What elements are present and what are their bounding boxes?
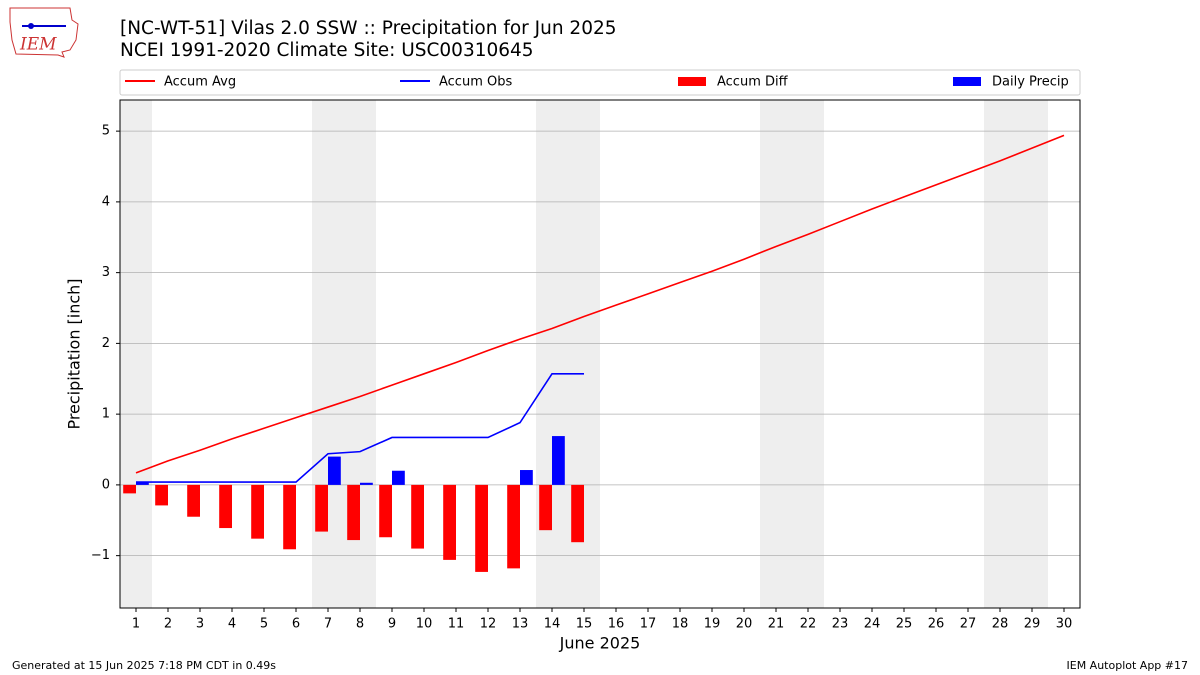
- x-tick-label: 26: [928, 617, 945, 632]
- y-tick-label: 5: [102, 124, 110, 139]
- bar: [507, 484, 520, 569]
- logo-text: IEM: [19, 35, 57, 55]
- x-tick-label: 25: [896, 617, 913, 632]
- bar: [315, 484, 328, 532]
- x-tick-label: 19: [704, 617, 721, 632]
- plot-frame: [119, 99, 1081, 609]
- x-tick-label: 12: [480, 617, 497, 632]
- line: [136, 373, 584, 483]
- chart-subtitle: NCEI 1991-2020 Climate Site: USC00310645: [120, 40, 534, 61]
- bar: [571, 484, 584, 543]
- bar: [552, 436, 565, 485]
- bar: [283, 484, 296, 550]
- x-tick-label: 27: [960, 617, 977, 632]
- x-tick-label: 24: [864, 617, 881, 632]
- x-tick-label: 30: [1056, 617, 1073, 632]
- y-tick-label: 0: [102, 477, 110, 492]
- bar: [379, 484, 392, 538]
- weekend-band: [760, 100, 792, 608]
- bar: [520, 470, 533, 485]
- x-tick-label: 8: [356, 617, 364, 632]
- legend-label: Accum Diff: [717, 75, 789, 90]
- weekend-band: [120, 100, 152, 608]
- x-tick-label: 29: [1024, 617, 1041, 632]
- x-tick-label: 14: [544, 617, 561, 632]
- y-tick-label: −1: [91, 548, 110, 563]
- legend-swatch: [678, 77, 706, 86]
- legend-label: Accum Avg: [164, 75, 236, 90]
- logo: IEM: [9, 7, 79, 58]
- x-tick-label: 11: [448, 617, 465, 632]
- x-tick-label: 9: [388, 617, 396, 632]
- bar: [251, 484, 264, 539]
- bar: [219, 484, 232, 529]
- x-tick-label: 28: [992, 617, 1009, 632]
- footer-left: Generated at 15 Jun 2025 7:18 PM CDT in …: [12, 659, 276, 672]
- x-tick-label: 3: [196, 617, 204, 632]
- bar: [539, 484, 552, 531]
- legend-label: Accum Obs: [439, 75, 512, 90]
- legend-box: [119, 69, 1081, 96]
- bar: [411, 484, 424, 549]
- y-tick-label: 2: [102, 336, 110, 351]
- x-tick-label: 23: [832, 617, 849, 632]
- line: [135, 134, 1065, 474]
- x-tick-label: 17: [640, 617, 657, 632]
- weekend-band: [1016, 100, 1048, 608]
- footer-right: IEM Autoplot App #17: [1067, 659, 1189, 672]
- x-tick-label: 22: [800, 617, 817, 632]
- bar: [136, 482, 149, 485]
- x-tick-label: 5: [260, 617, 268, 632]
- x-tick-label: 21: [768, 617, 785, 632]
- y-tick-label: 3: [102, 265, 110, 280]
- bar: [123, 484, 136, 494]
- bar: [155, 484, 168, 506]
- weekend-band: [984, 100, 1016, 608]
- x-tick-label: 2: [164, 617, 172, 632]
- x-axis-label: June 2025: [559, 634, 641, 653]
- bar: [360, 482, 373, 485]
- y-tick-label: 4: [102, 194, 110, 209]
- legend-label: Daily Precip: [992, 75, 1069, 90]
- x-tick-label: 1: [132, 617, 140, 632]
- chart-title: [NC-WT-51] Vilas 2.0 SSW :: Precipitatio…: [120, 18, 617, 39]
- bar: [347, 484, 360, 541]
- x-tick-label: 4: [228, 617, 236, 632]
- bar: [328, 456, 341, 485]
- weekend-band: [536, 100, 568, 608]
- bar: [187, 484, 200, 517]
- y-tick-label: 1: [102, 407, 110, 422]
- weekend-band: [312, 100, 344, 608]
- x-tick-label: 20: [736, 617, 753, 632]
- x-tick-label: 16: [608, 617, 625, 632]
- weekend-band: [792, 100, 824, 608]
- x-tick-label: 18: [672, 617, 689, 632]
- legend-swatch: [953, 77, 981, 86]
- y-axis-label: Precipitation [inch]: [65, 278, 84, 429]
- x-tick-label: 6: [292, 617, 300, 632]
- x-tick-label: 15: [576, 617, 593, 632]
- bar: [475, 484, 488, 572]
- bar: [443, 484, 456, 560]
- bar: [392, 470, 405, 485]
- x-tick-label: 10: [416, 617, 433, 632]
- x-tick-label: 13: [512, 617, 529, 632]
- x-tick-label: 7: [324, 617, 332, 632]
